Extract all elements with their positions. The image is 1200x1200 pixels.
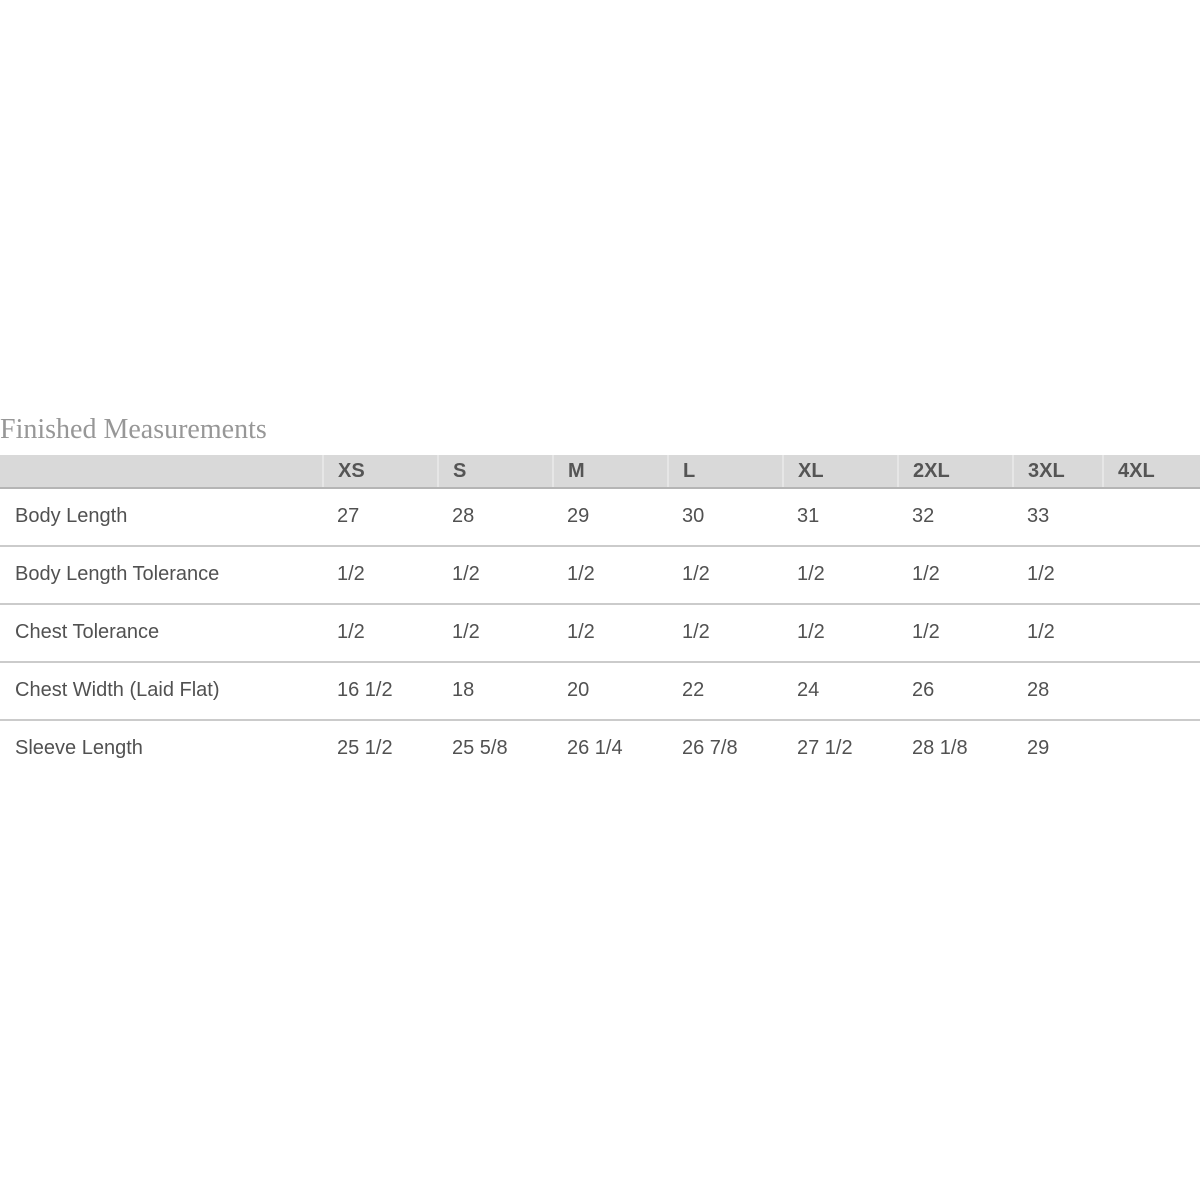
cell-value: 25 1/2 xyxy=(337,737,393,759)
cell-value: 27 xyxy=(323,488,438,547)
cell-value: 33 xyxy=(1013,488,1103,547)
cell-value: 1/2 xyxy=(668,546,783,605)
cell-value xyxy=(1103,662,1200,721)
cell-value: 26 xyxy=(898,662,1013,721)
cell-value: 1/2 xyxy=(553,546,668,605)
table-row: Body Length 27 28 29 30 31 32 33 xyxy=(0,488,1200,547)
row-label: Sleeve Length xyxy=(15,737,143,759)
cell-value xyxy=(1103,604,1200,663)
table-row: Sleeve Length 25 1/2 25 5/8 26 1/4 26 7/8 27 … xyxy=(0,720,1200,777)
table-row: Chest Tolerance 1/2 1/2 1/2 1/2 1/2 1/2 1/2 xyxy=(0,604,1200,663)
measurements-table: XS S M L XL 2XL 3XL 4XL Body Length 27 28 29 30 31 32… xyxy=(0,455,1200,777)
section-title: Finished Measurements xyxy=(0,414,267,445)
cell-value: 28 xyxy=(1013,662,1103,721)
column-header-3xl: 3XL xyxy=(1012,455,1103,489)
cell-value: 1/2 xyxy=(323,604,438,663)
row-label: Body Length xyxy=(0,488,323,547)
page-content: Finished Measurements XS S M L XL 2XL 3XL 4XL B… xyxy=(0,414,1200,777)
cell-value: 25 5/8 xyxy=(452,737,508,759)
cell-value: 1/2 xyxy=(1013,604,1103,663)
column-header-m: M xyxy=(552,455,668,489)
cell-value: 26 7/8 xyxy=(682,737,738,759)
table-header: XS S M L XL 2XL 3XL 4XL xyxy=(0,455,1200,489)
cell-value xyxy=(1103,720,1200,777)
cell-value: 18 xyxy=(438,662,553,721)
cell-value xyxy=(1103,488,1200,547)
cell-value: 29 xyxy=(1027,737,1050,759)
cell-value: 20 xyxy=(553,662,668,721)
cell-value: 1/2 xyxy=(438,604,553,663)
column-header-s: S xyxy=(437,455,553,489)
cell-value: 1/2 xyxy=(553,604,668,663)
cell-value xyxy=(1103,546,1200,605)
row-label: Body Length Tolerance xyxy=(0,546,323,605)
cell-value: 1/2 xyxy=(438,546,553,605)
cell-value: 1/2 xyxy=(668,604,783,663)
cell-value: 30 xyxy=(668,488,783,547)
cell-value: 26 1/4 xyxy=(567,737,623,759)
row-label: Chest Width (Laid Flat) xyxy=(0,662,323,721)
cell-value: 31 xyxy=(783,488,898,547)
table-body: Body Length 27 28 29 30 31 32 33 Body Length Tol… xyxy=(0,488,1200,777)
column-header-xl: XL xyxy=(782,455,898,489)
table-row: Body Length Tolerance 1/2 1/2 1/2 1/2 1/2 1/2 1… xyxy=(0,546,1200,605)
header-row: XS S M L XL 2XL 3XL 4XL xyxy=(0,455,1200,489)
column-header-4xl: 4XL xyxy=(1102,455,1200,489)
cell-value: 1/2 xyxy=(1013,546,1103,605)
cell-value: 24 xyxy=(783,662,898,721)
row-label-column-header xyxy=(0,455,323,489)
cell-value: 29 xyxy=(553,488,668,547)
table-row: Chest Width (Laid Flat) 16 1/2 18 20 22 24 26 2… xyxy=(0,662,1200,721)
row-label: Chest Tolerance xyxy=(0,604,323,663)
cell-value: 1/2 xyxy=(783,604,898,663)
cell-value: 16 1/2 xyxy=(323,662,438,721)
cell-value: 1/2 xyxy=(783,546,898,605)
cell-value: 1/2 xyxy=(323,546,438,605)
cell-value: 27 1/2 xyxy=(797,737,853,759)
column-header-xs: XS xyxy=(322,455,438,489)
cell-value: 32 xyxy=(898,488,1013,547)
column-header-2xl: 2XL xyxy=(897,455,1013,489)
cell-value: 22 xyxy=(668,662,783,721)
cell-value: 1/2 xyxy=(898,546,1013,605)
cell-value: 28 1/8 xyxy=(912,737,968,759)
column-header-l: L xyxy=(667,455,783,489)
cell-value: 28 xyxy=(438,488,553,547)
cell-value: 1/2 xyxy=(898,604,1013,663)
